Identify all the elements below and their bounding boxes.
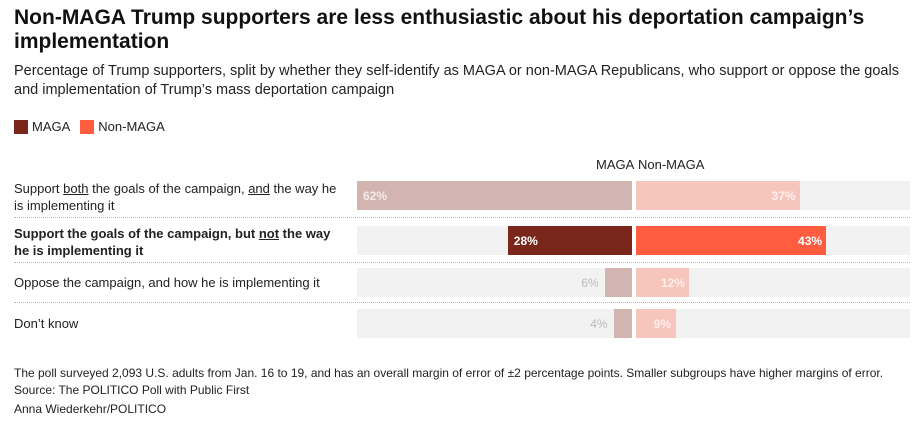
bar-non-maga [636,181,800,210]
row-label-segment: Oppose the campaign, and how he is imple… [14,275,320,290]
row-label: Don’t know [14,315,349,332]
value-label-maga: 62% [363,189,388,203]
value-label-non-maga: 43% [798,234,823,248]
bar-maga [605,268,632,297]
footer-note: The poll surveyed 2,093 U.S. adults from… [14,366,884,380]
row-label: Support both the goals of the campaign, … [14,180,349,214]
row-label: Support the goals of the campaign, but n… [14,225,349,259]
row-label-segment: Support the goals of the campaign, but [14,226,259,241]
column-header-non-maga: Non-MAGA [638,157,705,172]
value-label-non-maga: 37% [771,189,796,203]
chart-title: Non-MAGA Trump supporters are less enthu… [14,6,865,53]
row-separator [14,217,910,218]
bar-track-maga [357,268,632,297]
bar-maga [357,181,632,210]
bar-track-maga [357,309,632,338]
bar-non-maga [636,309,676,338]
legend-label-non-maga: Non-MAGA [98,119,165,134]
row-label-segment: the way he is implementing it [14,226,331,258]
value-label-maga: 4% [590,317,608,331]
row-separator [14,262,910,263]
bar-maga [507,226,632,255]
legend-swatch-non-maga [80,119,95,134]
row-label-segment: both [63,181,89,196]
row-label-segment: the goals of the campaign, [88,181,249,196]
legend-swatch-maga [14,119,28,134]
value-label-maga: 6% [581,276,599,290]
value-label-non-maga: 9% [653,317,672,331]
bar-non-maga [636,226,827,255]
row-label-segment: Don’t know [14,316,79,331]
footer-credit: Anna Wiederkehr/POLITICO [14,402,167,416]
row-label-segment: not [258,226,280,241]
chart-subtitle: Percentage of Trump supporters, split by… [14,63,899,98]
legend: MAGA Non-MAGA [14,119,165,134]
value-label-maga: 28% [513,234,538,248]
bar-non-maga [636,268,690,297]
value-label-non-maga: 12% [661,276,686,290]
row-label-segment: Support [14,181,64,196]
row-label-segment: the way he is implementing it [14,181,337,213]
row-label: Oppose the campaign, and how he is imple… [14,274,349,291]
row-separator [14,302,910,303]
legend-label-maga: MAGA [32,119,71,134]
bar-track-non-maga [636,309,910,338]
footer-source: Source: The POLITICO Poll with Public Fi… [14,383,250,397]
row-label-segment: and [248,181,270,196]
bar-maga [614,309,632,338]
column-header-maga: MAGA [596,157,635,172]
